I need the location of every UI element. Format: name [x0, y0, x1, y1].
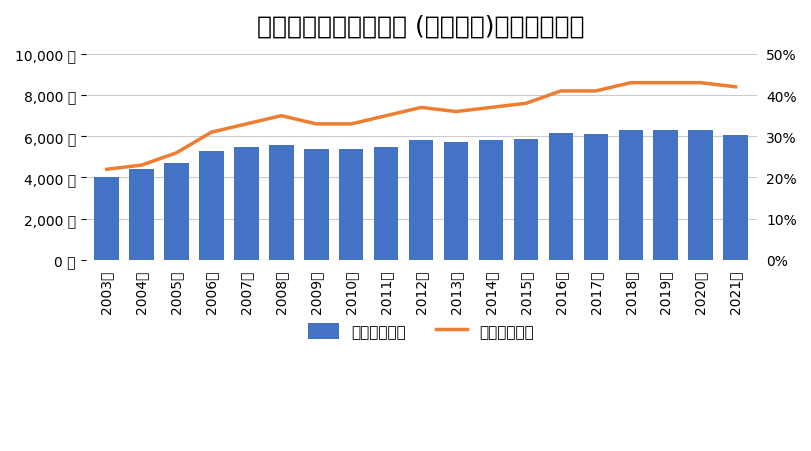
社会人の割合 — [556, 89, 565, 94]
Bar — [653, 131, 677, 260]
社会人の割合 — [171, 151, 181, 156]
Bar — [723, 136, 747, 260]
Bar — [618, 131, 642, 260]
Bar — [513, 140, 538, 260]
Bar — [94, 178, 118, 260]
Title: 社会人大学院入学者数 (博士課程)と全体比割合: 社会人大学院入学者数 (博士課程)と全体比割合 — [257, 15, 584, 39]
社会人の割合 — [451, 110, 461, 115]
Bar — [303, 149, 328, 260]
Bar — [688, 131, 712, 260]
Bar — [268, 145, 294, 260]
社会人の割合 — [206, 130, 216, 136]
Bar — [444, 143, 468, 260]
Bar — [409, 141, 433, 260]
社会人の割合 — [730, 85, 740, 90]
Bar — [234, 147, 259, 260]
Bar — [548, 134, 573, 260]
Bar — [164, 164, 188, 260]
Bar — [339, 149, 363, 260]
Legend: 社会人の人数, 社会人の割合: 社会人の人数, 社会人の割合 — [302, 317, 539, 345]
社会人の割合 — [311, 122, 321, 127]
社会人の割合 — [346, 122, 356, 127]
Bar — [374, 147, 398, 260]
社会人の割合 — [695, 81, 705, 86]
Bar — [129, 170, 153, 260]
Bar — [478, 141, 503, 260]
社会人の割合 — [416, 106, 426, 111]
Bar — [199, 152, 224, 260]
社会人の割合 — [136, 163, 146, 168]
Bar — [583, 135, 607, 260]
社会人の割合 — [277, 114, 286, 119]
社会人の割合 — [486, 106, 496, 111]
社会人の割合 — [381, 114, 391, 119]
Line: 社会人の割合: 社会人の割合 — [106, 83, 735, 170]
社会人の割合 — [660, 81, 670, 86]
社会人の割合 — [101, 167, 111, 173]
社会人の割合 — [521, 101, 530, 107]
社会人の割合 — [625, 81, 635, 86]
社会人の割合 — [590, 89, 600, 94]
社会人の割合 — [241, 122, 251, 127]
